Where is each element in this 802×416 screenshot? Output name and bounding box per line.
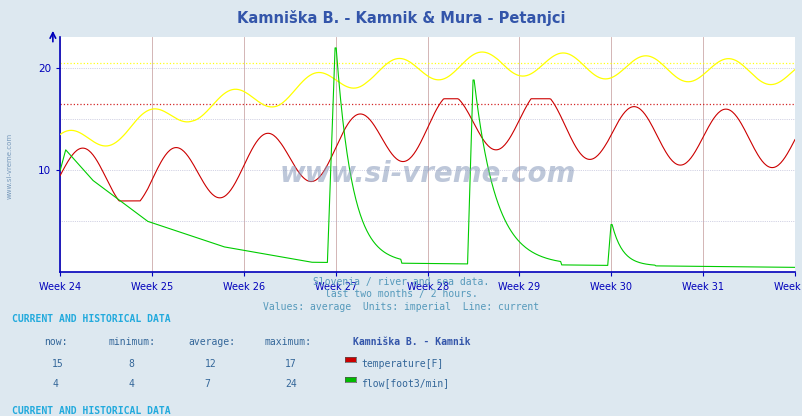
Text: last two months / 2 hours.: last two months / 2 hours.	[325, 289, 477, 299]
Text: www.si-vreme.com: www.si-vreme.com	[279, 160, 575, 188]
Text: 24: 24	[285, 379, 297, 389]
Text: CURRENT AND HISTORICAL DATA: CURRENT AND HISTORICAL DATA	[12, 314, 171, 324]
Text: 17: 17	[285, 359, 297, 369]
Text: 7: 7	[205, 379, 210, 389]
Text: CURRENT AND HISTORICAL DATA: CURRENT AND HISTORICAL DATA	[12, 406, 171, 416]
Text: 4: 4	[128, 379, 134, 389]
Text: 4: 4	[52, 379, 58, 389]
Text: Values: average  Units: imperial  Line: current: Values: average Units: imperial Line: cu…	[263, 302, 539, 312]
Text: Slovenia / river and sea data.: Slovenia / river and sea data.	[313, 277, 489, 287]
Text: 8: 8	[128, 359, 134, 369]
Text: average:: average:	[188, 337, 236, 347]
Text: maximum:: maximum:	[265, 337, 312, 347]
Text: Kamniška B. - Kamnik & Mura - Petanjci: Kamniška B. - Kamnik & Mura - Petanjci	[237, 10, 565, 26]
Text: 12: 12	[205, 359, 217, 369]
Text: flow[foot3/min]: flow[foot3/min]	[361, 379, 449, 389]
Text: minimum:: minimum:	[108, 337, 156, 347]
Text: now:: now:	[44, 337, 67, 347]
Text: 15: 15	[52, 359, 64, 369]
Text: www.si-vreme.com: www.si-vreme.com	[6, 134, 12, 199]
Text: Kamniška B. - Kamnik: Kamniška B. - Kamnik	[353, 337, 470, 347]
Text: temperature[F]: temperature[F]	[361, 359, 443, 369]
